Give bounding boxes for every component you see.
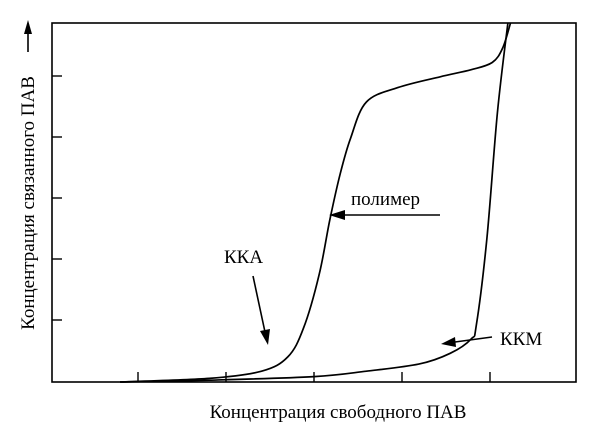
y-axis-title-group: Концентрация связанного ПАВ (18, 76, 39, 330)
annotation-kka: ККА (224, 247, 270, 345)
annotation-kkm: ККМ (441, 329, 542, 350)
annotation-kka-arrowhead (260, 329, 270, 345)
annotation-kkm-arrow-shaft (454, 336, 493, 343)
series-layer (120, 22, 512, 383)
plot-border (51, 22, 577, 383)
series-line-1 (120, 22, 512, 383)
annotation-polymer-arrowhead (329, 210, 345, 220)
x-axis-title: Концентрация свободного ПАВ (210, 402, 467, 423)
annotation-kkm-label: ККМ (500, 329, 542, 350)
annotation-kkm-arrowhead (441, 337, 456, 347)
series-line-2 (120, 22, 509, 383)
annotation-kka-arrow-shaft (252, 275, 266, 333)
y-axis-title: Концентрация связанного ПАВ (18, 76, 39, 330)
y-axis-ticks (52, 75, 62, 321)
annotation-polymer: полимер (329, 189, 440, 220)
annotation-kka-label: ККА (224, 247, 263, 268)
y-axis-arrow (24, 20, 32, 52)
annotation-polymer-label: полимер (351, 189, 420, 210)
y-axis-arrowhead (24, 20, 32, 34)
plot-frame (51, 22, 577, 383)
